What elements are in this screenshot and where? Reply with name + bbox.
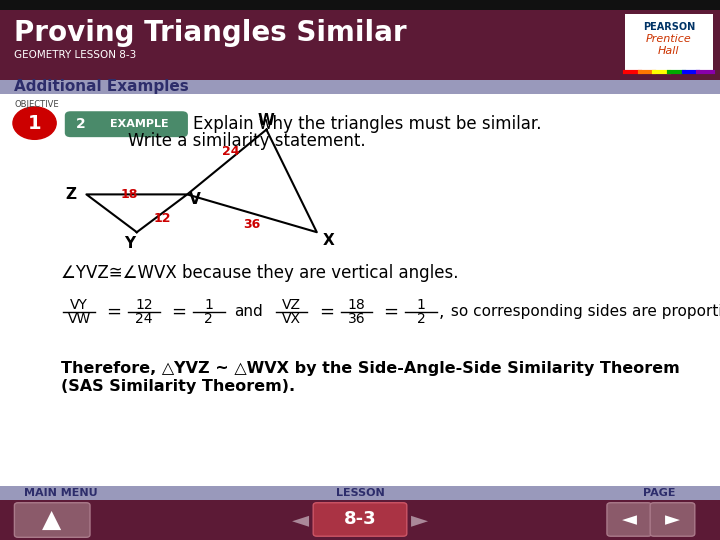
Text: EXAMPLE: EXAMPLE (109, 119, 168, 129)
Text: LESSON: LESSON (336, 488, 384, 498)
Bar (0, 0, 720, 10)
Text: OBJECTIVE: OBJECTIVE (14, 100, 59, 109)
Text: MAIN MENU: MAIN MENU (24, 488, 98, 498)
Text: VW: VW (68, 312, 91, 326)
Text: ◄: ◄ (292, 510, 310, 530)
Text: Y: Y (124, 235, 135, 251)
Text: ►: ► (665, 510, 680, 529)
Text: VZ: VZ (282, 298, 301, 312)
Text: Explain why the triangles must be similar.: Explain why the triangles must be simila… (193, 115, 541, 133)
Text: 2: 2 (204, 312, 213, 326)
Text: =: = (384, 302, 398, 321)
Text: 24: 24 (135, 312, 153, 326)
Text: ,: , (438, 302, 444, 321)
Text: 18: 18 (348, 298, 365, 312)
Text: VX: VX (282, 312, 301, 326)
Text: 36: 36 (348, 312, 365, 326)
Text: Therefore, △YVZ ~ △WVX by the Side-Angle-Side Similarity Theorem: Therefore, △YVZ ~ △WVX by the Side-Angle… (61, 361, 680, 376)
Text: GEOMETRY LESSON 8-3: GEOMETRY LESSON 8-3 (14, 50, 137, 60)
Text: 36: 36 (243, 218, 261, 231)
Text: 18: 18 (121, 188, 138, 201)
Text: PAGE: PAGE (642, 488, 675, 498)
Text: 2: 2 (417, 312, 426, 326)
Text: =: = (171, 302, 186, 321)
Bar (0, 500, 720, 540)
Bar (0, 10, 720, 80)
Text: 1: 1 (204, 298, 213, 312)
Text: Hall: Hall (658, 46, 680, 56)
FancyBboxPatch shape (14, 503, 90, 537)
FancyBboxPatch shape (650, 503, 695, 536)
Text: 12: 12 (153, 212, 171, 225)
Text: so corresponding sides are proportional.: so corresponding sides are proportional. (446, 304, 720, 319)
Text: W: W (258, 113, 275, 129)
FancyBboxPatch shape (65, 111, 188, 137)
Bar (0, 80, 720, 94)
FancyBboxPatch shape (313, 503, 407, 536)
Text: V: V (189, 192, 200, 207)
Text: 2: 2 (76, 117, 86, 131)
Text: X: X (323, 233, 334, 248)
Text: 8-3: 8-3 (343, 510, 377, 529)
Text: ◄: ◄ (622, 510, 636, 529)
Circle shape (13, 107, 56, 139)
FancyBboxPatch shape (607, 503, 652, 536)
Text: Proving Triangles Similar: Proving Triangles Similar (14, 19, 407, 48)
Text: =: = (107, 302, 121, 321)
Text: 1: 1 (28, 113, 41, 133)
Text: ∠YVZ≅∠WVX because they are vertical angles.: ∠YVZ≅∠WVX because they are vertical angl… (61, 264, 459, 282)
Text: Z: Z (65, 187, 76, 202)
Text: and: and (234, 304, 263, 319)
Text: (SAS Similarity Theorem).: (SAS Similarity Theorem). (61, 379, 295, 394)
Text: 1: 1 (417, 298, 426, 312)
Text: 24: 24 (222, 145, 239, 158)
Text: PEARSON: PEARSON (643, 22, 695, 32)
Text: ▲: ▲ (42, 508, 61, 532)
Text: Prentice: Prentice (646, 35, 692, 44)
Text: VY: VY (71, 298, 88, 312)
Text: =: = (319, 302, 333, 321)
Text: 12: 12 (135, 298, 153, 312)
Text: ►: ► (410, 510, 428, 530)
Text: Write a similarity statement.: Write a similarity statement. (128, 132, 366, 151)
Text: Additional Examples: Additional Examples (14, 79, 189, 94)
Bar (625, 14, 713, 73)
Bar (0, 486, 720, 500)
